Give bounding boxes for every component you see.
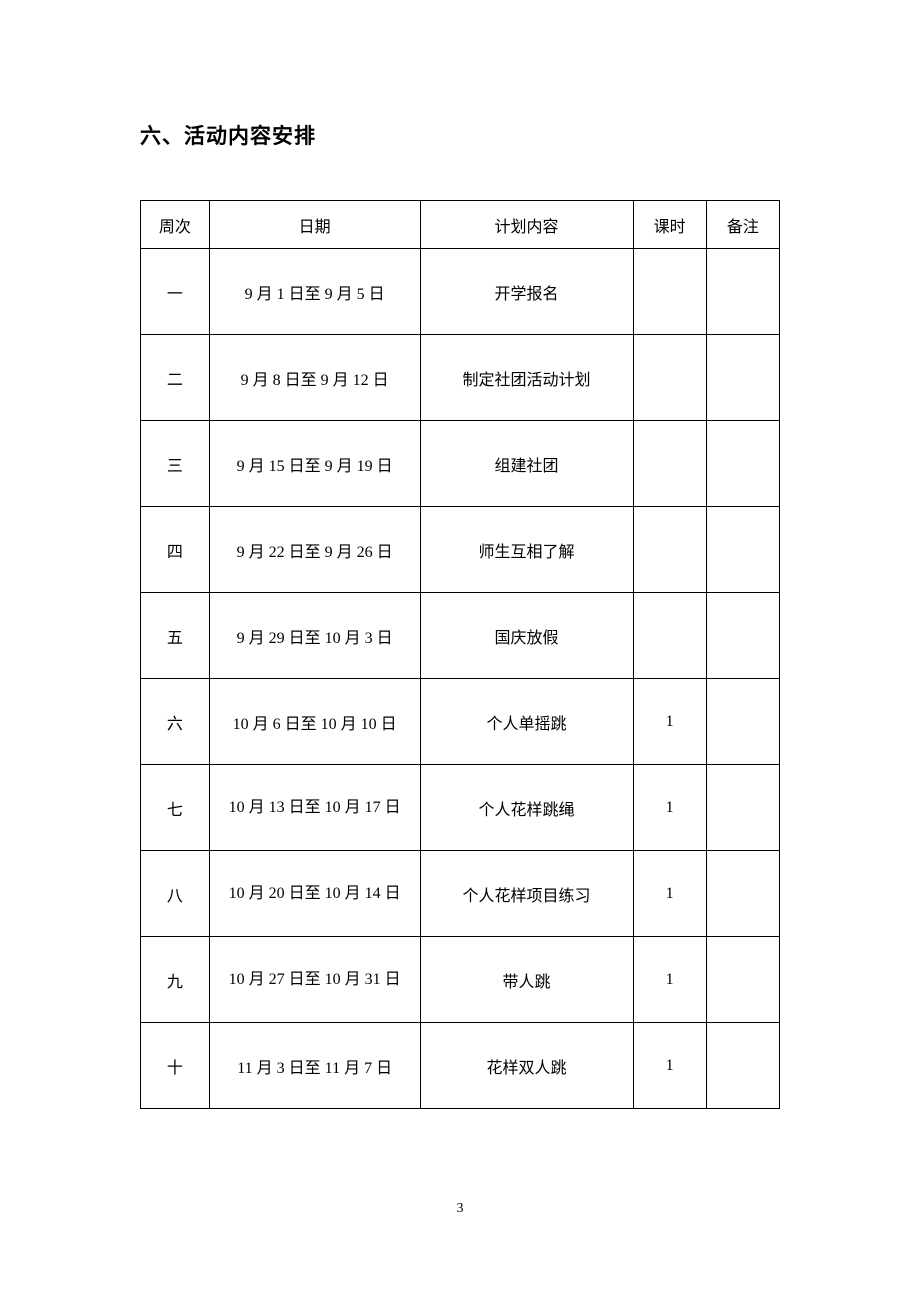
cell-week: 九 bbox=[141, 937, 210, 1023]
cell-hours: 1 bbox=[633, 937, 706, 1023]
table-row: 一 9 月 1 日至 9 月 5 日 开学报名 bbox=[141, 249, 780, 335]
page-number: 3 bbox=[0, 1201, 920, 1217]
cell-week: 七 bbox=[141, 765, 210, 851]
cell-hours bbox=[633, 421, 706, 507]
header-week: 周次 bbox=[141, 201, 210, 249]
cell-date: 9 月 15 日至 9 月 19 日 bbox=[209, 421, 420, 507]
cell-date: 10 月 20 日至 10 月 14 日 bbox=[209, 851, 420, 937]
cell-date: 9 月 29 日至 10 月 3 日 bbox=[209, 593, 420, 679]
cell-date: 10 月 13 日至 10 月 17 日 bbox=[209, 765, 420, 851]
cell-date: 10 月 27 日至 10 月 31 日 bbox=[209, 937, 420, 1023]
cell-date: 11 月 3 日至 11 月 7 日 bbox=[209, 1023, 420, 1109]
table-row: 三 9 月 15 日至 9 月 19 日 组建社团 bbox=[141, 421, 780, 507]
cell-hours bbox=[633, 249, 706, 335]
table-header-row: 周次 日期 计划内容 课时 备注 bbox=[141, 201, 780, 249]
cell-notes bbox=[706, 765, 779, 851]
table-row: 七 10 月 13 日至 10 月 17 日 个人花样跳绳 1 bbox=[141, 765, 780, 851]
cell-week: 六 bbox=[141, 679, 210, 765]
section-title: 六、活动内容安排 bbox=[140, 120, 780, 150]
cell-notes bbox=[706, 335, 779, 421]
header-hours: 课时 bbox=[633, 201, 706, 249]
cell-content: 国庆放假 bbox=[420, 593, 633, 679]
cell-date: 9 月 8 日至 9 月 12 日 bbox=[209, 335, 420, 421]
cell-notes bbox=[706, 507, 779, 593]
cell-notes bbox=[706, 249, 779, 335]
cell-notes bbox=[706, 851, 779, 937]
cell-content: 个人花样跳绳 bbox=[420, 765, 633, 851]
cell-content: 花样双人跳 bbox=[420, 1023, 633, 1109]
cell-week: 八 bbox=[141, 851, 210, 937]
table-row: 四 9 月 22 日至 9 月 26 日 师生互相了解 bbox=[141, 507, 780, 593]
cell-week: 一 bbox=[141, 249, 210, 335]
cell-week: 五 bbox=[141, 593, 210, 679]
header-content: 计划内容 bbox=[420, 201, 633, 249]
cell-date: 10 月 6 日至 10 月 10 日 bbox=[209, 679, 420, 765]
table-row: 五 9 月 29 日至 10 月 3 日 国庆放假 bbox=[141, 593, 780, 679]
cell-hours bbox=[633, 335, 706, 421]
table-body: 一 9 月 1 日至 9 月 5 日 开学报名 二 9 月 8 日至 9 月 1… bbox=[141, 249, 780, 1109]
cell-week: 十 bbox=[141, 1023, 210, 1109]
cell-content: 开学报名 bbox=[420, 249, 633, 335]
header-date: 日期 bbox=[209, 201, 420, 249]
cell-week: 二 bbox=[141, 335, 210, 421]
cell-hours: 1 bbox=[633, 679, 706, 765]
cell-notes bbox=[706, 421, 779, 507]
cell-content: 带人跳 bbox=[420, 937, 633, 1023]
header-notes: 备注 bbox=[706, 201, 779, 249]
cell-notes bbox=[706, 1023, 779, 1109]
cell-notes bbox=[706, 593, 779, 679]
cell-content: 制定社团活动计划 bbox=[420, 335, 633, 421]
cell-week: 四 bbox=[141, 507, 210, 593]
cell-hours: 1 bbox=[633, 765, 706, 851]
cell-hours bbox=[633, 593, 706, 679]
cell-date: 9 月 1 日至 9 月 5 日 bbox=[209, 249, 420, 335]
activity-schedule-table: 周次 日期 计划内容 课时 备注 一 9 月 1 日至 9 月 5 日 开学报名… bbox=[140, 200, 780, 1109]
table-row: 九 10 月 27 日至 10 月 31 日 带人跳 1 bbox=[141, 937, 780, 1023]
table-row: 八 10 月 20 日至 10 月 14 日 个人花样项目练习 1 bbox=[141, 851, 780, 937]
cell-week: 三 bbox=[141, 421, 210, 507]
cell-content: 个人花样项目练习 bbox=[420, 851, 633, 937]
cell-hours: 1 bbox=[633, 1023, 706, 1109]
table-row: 二 9 月 8 日至 9 月 12 日 制定社团活动计划 bbox=[141, 335, 780, 421]
cell-content: 个人单摇跳 bbox=[420, 679, 633, 765]
cell-notes bbox=[706, 937, 779, 1023]
cell-hours: 1 bbox=[633, 851, 706, 937]
cell-hours bbox=[633, 507, 706, 593]
table-row: 十 11 月 3 日至 11 月 7 日 花样双人跳 1 bbox=[141, 1023, 780, 1109]
cell-date: 9 月 22 日至 9 月 26 日 bbox=[209, 507, 420, 593]
cell-content: 师生互相了解 bbox=[420, 507, 633, 593]
cell-content: 组建社团 bbox=[420, 421, 633, 507]
table-row: 六 10 月 6 日至 10 月 10 日 个人单摇跳 1 bbox=[141, 679, 780, 765]
cell-notes bbox=[706, 679, 779, 765]
